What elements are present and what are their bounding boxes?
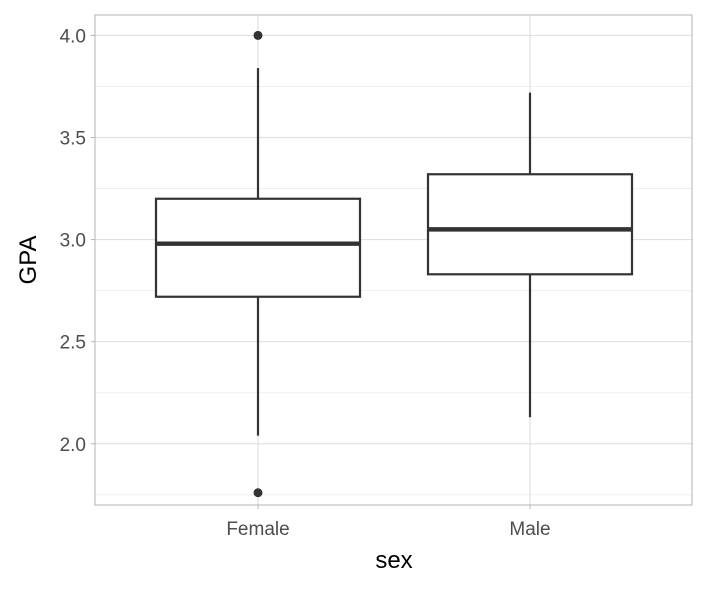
x-axis-ticks: Female Male xyxy=(226,505,551,540)
box-iqr xyxy=(154,197,362,298)
box-male xyxy=(426,92,634,418)
box-series xyxy=(154,30,634,498)
outlier-point xyxy=(253,488,263,498)
x-tick-label: Male xyxy=(509,519,550,540)
outlier-point xyxy=(253,30,263,40)
y-tick-label: 2.0 xyxy=(60,435,86,456)
y-axis-ticks: 2.0 2.5 3.0 3.5 4.0 xyxy=(60,26,95,456)
y-axis-title: GPA xyxy=(15,236,42,285)
y-tick-label: 4.0 xyxy=(60,26,86,47)
x-tick-label: Female xyxy=(226,519,289,540)
box-iqr xyxy=(426,173,634,276)
panel-border xyxy=(94,14,693,506)
x-axis-title: sex xyxy=(375,547,412,574)
y-tick-label: 3.0 xyxy=(60,231,86,252)
y-tick-label: 3.5 xyxy=(60,129,86,150)
y-tick-label: 2.5 xyxy=(60,333,86,354)
box-female xyxy=(154,30,362,498)
